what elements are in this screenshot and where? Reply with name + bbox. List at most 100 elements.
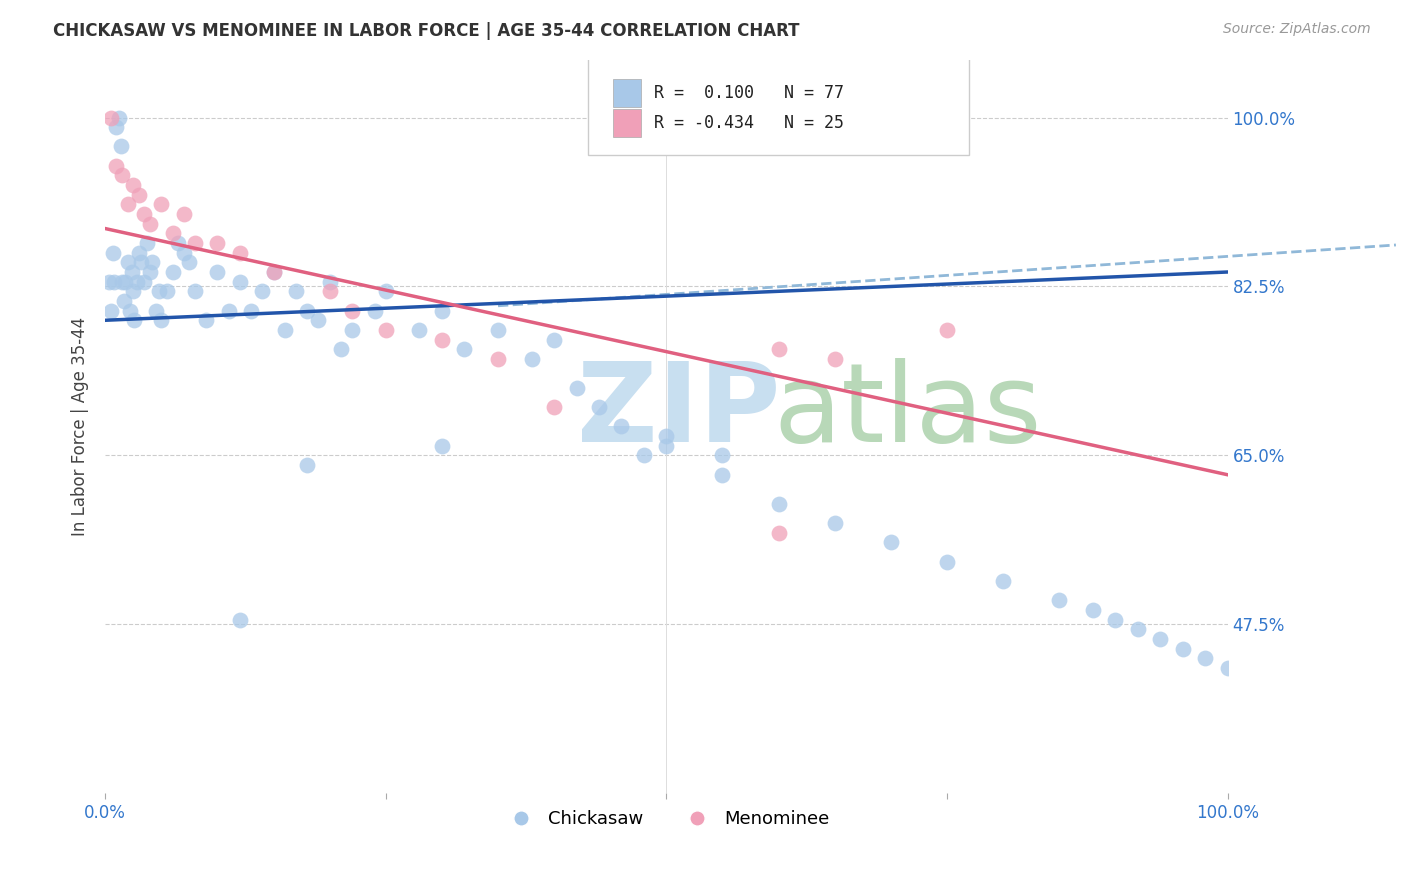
Text: CHICKASAW VS MENOMINEE IN LABOR FORCE | AGE 35-44 CORRELATION CHART: CHICKASAW VS MENOMINEE IN LABOR FORCE | … — [53, 22, 800, 40]
Point — [363, 303, 385, 318]
Text: R = -0.434   N = 25: R = -0.434 N = 25 — [654, 114, 844, 132]
Point — [218, 303, 240, 318]
Point — [453, 343, 475, 357]
Point — [107, 111, 129, 125]
Point — [101, 245, 124, 260]
FancyBboxPatch shape — [588, 53, 969, 155]
Point — [936, 323, 959, 337]
Point — [543, 400, 565, 414]
Point — [374, 323, 396, 337]
FancyBboxPatch shape — [613, 79, 641, 107]
Point — [1081, 603, 1104, 617]
Point — [195, 313, 218, 327]
Point — [207, 265, 229, 279]
Point — [824, 516, 846, 530]
Point — [430, 303, 453, 318]
Point — [711, 467, 734, 482]
Point — [145, 303, 167, 318]
Point — [252, 285, 274, 299]
Point — [486, 323, 509, 337]
Point — [486, 351, 509, 366]
Point — [936, 555, 959, 569]
Point — [824, 351, 846, 366]
Point — [1126, 622, 1149, 636]
Point — [128, 187, 150, 202]
Point — [229, 613, 252, 627]
Point — [111, 275, 134, 289]
Point — [263, 265, 285, 279]
Point — [148, 285, 170, 299]
Point — [128, 245, 150, 260]
Point — [768, 343, 790, 357]
Point — [105, 159, 128, 173]
Point — [179, 255, 201, 269]
Point — [768, 497, 790, 511]
Text: ZIP: ZIP — [576, 359, 780, 466]
Point — [134, 275, 156, 289]
Point — [565, 381, 588, 395]
Point — [991, 574, 1014, 588]
Point — [340, 323, 363, 337]
Point — [633, 449, 655, 463]
Point — [100, 303, 122, 318]
Point — [118, 303, 141, 318]
Point — [121, 265, 143, 279]
Point — [184, 235, 207, 250]
Point — [162, 265, 184, 279]
Point — [110, 139, 132, 153]
Point — [263, 265, 285, 279]
Point — [122, 285, 145, 299]
Point — [103, 275, 125, 289]
Point — [135, 235, 157, 250]
Point — [117, 197, 139, 211]
Point — [768, 525, 790, 540]
Point — [318, 285, 340, 299]
Point — [543, 333, 565, 347]
Point — [122, 178, 145, 193]
Point — [329, 343, 352, 357]
Y-axis label: In Labor Force | Age 35-44: In Labor Force | Age 35-44 — [72, 317, 89, 536]
Point — [173, 207, 195, 221]
Point — [184, 285, 207, 299]
Point — [167, 235, 190, 250]
Point — [100, 111, 122, 125]
Point — [139, 265, 162, 279]
Point — [1149, 632, 1171, 646]
Point — [125, 275, 148, 289]
Point — [1171, 641, 1194, 656]
Point — [105, 120, 128, 135]
Point — [297, 303, 319, 318]
Point — [97, 275, 120, 289]
Point — [610, 419, 633, 434]
Point — [229, 245, 252, 260]
Point — [141, 255, 163, 269]
Point — [1104, 613, 1126, 627]
FancyBboxPatch shape — [613, 109, 641, 137]
Point — [139, 217, 162, 231]
Text: Source: ZipAtlas.com: Source: ZipAtlas.com — [1223, 22, 1371, 37]
Point — [318, 275, 340, 289]
Point — [588, 400, 610, 414]
Point — [229, 275, 252, 289]
Point — [430, 333, 453, 347]
Point — [430, 439, 453, 453]
Point — [117, 255, 139, 269]
Point — [307, 313, 329, 327]
Point — [711, 449, 734, 463]
Point — [1216, 661, 1239, 675]
Point — [340, 303, 363, 318]
Point — [240, 303, 263, 318]
Point — [162, 227, 184, 241]
Point — [880, 535, 903, 549]
Point — [520, 351, 543, 366]
Point — [173, 245, 195, 260]
Point — [1047, 593, 1070, 607]
Legend: Chickasaw, Menominee: Chickasaw, Menominee — [496, 803, 837, 836]
Point — [374, 285, 396, 299]
Point — [129, 255, 152, 269]
Point — [134, 207, 156, 221]
Point — [408, 323, 430, 337]
Point — [285, 285, 308, 299]
Point — [124, 313, 146, 327]
Text: R =  0.100   N = 77: R = 0.100 N = 77 — [654, 84, 844, 102]
